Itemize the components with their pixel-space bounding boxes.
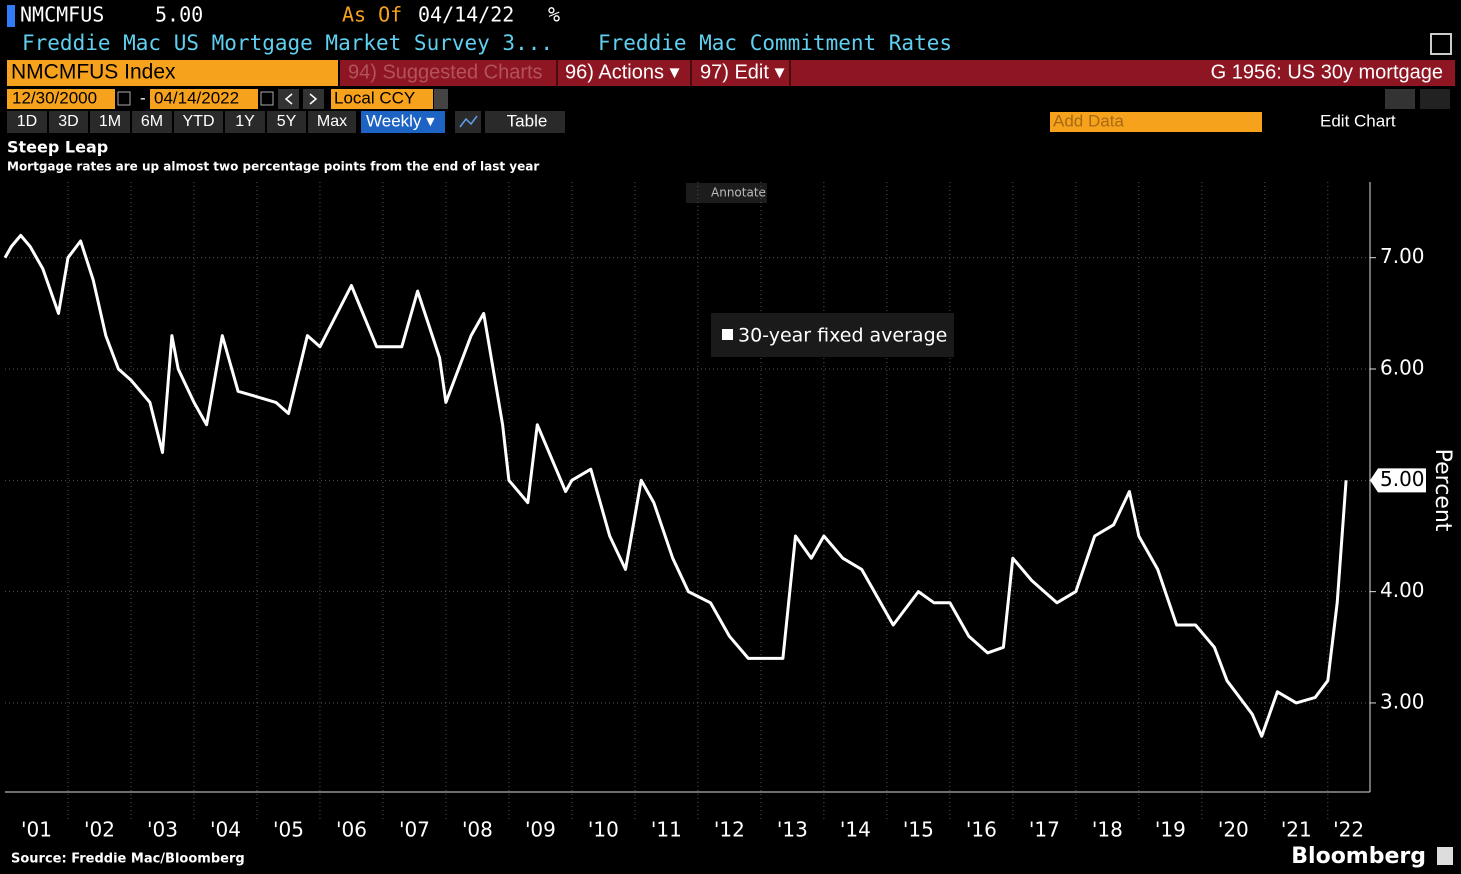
x-tick-label: '13	[777, 818, 808, 842]
description: Freddie Mac US Mortgage Market Survey 3.…	[22, 31, 553, 55]
period-buttons: 1D 3D 1M 6M YTD 1Y 5Y Max	[7, 111, 356, 133]
annotate-button[interactable]	[686, 183, 767, 203]
x-tick-label: '14	[840, 818, 871, 842]
menu-bar	[340, 60, 1455, 86]
prev-button[interactable]	[278, 89, 299, 109]
security: NMCMFUS Index	[11, 61, 176, 84]
x-tick-label: '10	[588, 818, 619, 842]
popout-icon[interactable]	[1430, 33, 1452, 55]
prev-arrow	[284, 93, 293, 105]
frequency: Weekly ▾	[366, 111, 435, 130]
start-date-box[interactable]	[7, 89, 115, 109]
x-tick-label: '20	[1218, 818, 1249, 842]
period-button[interactable]	[225, 111, 265, 133]
next-button[interactable]	[303, 89, 324, 109]
next-arrow	[309, 93, 318, 105]
x-tick-label: '11	[651, 818, 682, 842]
legend-label: 30-year fixed average	[738, 325, 947, 347]
currency: Local CCY	[334, 88, 415, 107]
actions-menu[interactable]: 96) Actions ▾	[565, 61, 680, 83]
x-tick-label: '15	[903, 818, 934, 842]
security-box[interactable]	[7, 60, 338, 86]
ticker: NMCMFUS	[20, 3, 104, 27]
chart-type-icon	[459, 115, 478, 128]
end-date-box[interactable]	[150, 89, 258, 109]
x-tick-label: '17	[1029, 818, 1060, 842]
table: Table	[507, 111, 548, 130]
period-button[interactable]	[49, 111, 88, 133]
y-tick-label: 7.00	[1380, 244, 1425, 268]
period-button[interactable]	[132, 111, 172, 133]
y-tick-label: 4.00	[1380, 578, 1425, 602]
table-button[interactable]	[485, 111, 565, 133]
calendar-icon[interactable]	[117, 91, 131, 106]
date: 04/14/22	[418, 3, 514, 27]
suggested-charts[interactable]: 94) Suggested Charts	[348, 61, 543, 83]
edit-menu[interactable]: 97) Edit ▾	[700, 61, 785, 83]
x-tick-label: '19	[1155, 818, 1186, 842]
frequency-box[interactable]	[361, 111, 445, 133]
period-label: 5Y	[277, 113, 297, 130]
chart-title: Steep Leap	[7, 138, 108, 157]
currency-box[interactable]	[331, 89, 433, 109]
period-label: YTD	[183, 113, 215, 130]
dash: -	[140, 88, 146, 107]
period-label: 1D	[17, 113, 37, 130]
x-tick-label: '07	[399, 818, 430, 842]
annotate: Annotate	[711, 186, 766, 200]
period-button[interactable]	[90, 111, 130, 133]
y-tick-label: 3.00	[1380, 689, 1425, 713]
last-value-tag	[1370, 468, 1426, 493]
unit: %	[548, 3, 560, 27]
x-tick-label: '02	[84, 818, 115, 842]
x-tick-label: '05	[273, 818, 304, 842]
x-tick-label: '22	[1333, 818, 1364, 842]
period-button[interactable]	[308, 111, 356, 133]
last-value-label: 5.00	[1380, 467, 1425, 491]
x-tick-label: '04	[210, 818, 241, 842]
as-of: As Of	[342, 3, 402, 27]
brand-icon	[1437, 847, 1453, 865]
x-tick-label: '08	[462, 818, 493, 842]
x-tick-label: '03	[147, 818, 178, 842]
brand: Bloomberg	[1291, 844, 1426, 869]
period-label: 6M	[141, 113, 163, 130]
y-axis-label: Percent	[1430, 449, 1455, 532]
cursor	[7, 5, 15, 27]
legend-box	[711, 313, 954, 357]
x-tick-label: '21	[1281, 818, 1312, 842]
chart-subtitle: Mortgage rates are up almost two percent…	[7, 160, 539, 174]
period-label: Max	[317, 113, 347, 130]
period-button[interactable]	[267, 111, 306, 133]
period-button[interactable]	[7, 111, 47, 133]
x-tick-label: '06	[336, 818, 367, 842]
line-series	[3, 233, 1348, 738]
x-tick-label: '09	[525, 818, 556, 842]
calendar-icon[interactable]	[260, 91, 274, 106]
redo-button[interactable]	[1420, 89, 1450, 109]
source: Source: Freddie Mac/Bloomberg	[11, 852, 245, 867]
x-tick-label: '18	[1092, 818, 1123, 842]
category: Freddie Mac Commitment Rates	[598, 31, 952, 55]
chart-id: G 1956: US 30y mortgage	[1211, 61, 1443, 83]
currency-dropdown[interactable]	[434, 89, 448, 109]
x-tick-label: '01	[21, 818, 52, 842]
add-data: Add Data	[1053, 111, 1124, 130]
price: 5.00	[155, 3, 203, 27]
period-label: 1Y	[235, 113, 255, 130]
period-label: 1M	[99, 113, 121, 130]
start-date: 12/30/2000	[12, 88, 97, 107]
end-date: 04/14/2022	[154, 88, 239, 107]
legend-swatch	[722, 329, 733, 340]
edit-chart[interactable]: Edit Chart	[1320, 111, 1396, 130]
x-tick-label: '16	[966, 818, 997, 842]
period-label: 3D	[58, 113, 78, 130]
y-tick-label: 6.00	[1380, 356, 1425, 380]
x-tick-label: '12	[714, 818, 745, 842]
period-button[interactable]	[174, 111, 223, 133]
add-data-box[interactable]	[1050, 112, 1262, 132]
undo-button[interactable]	[1385, 89, 1415, 109]
